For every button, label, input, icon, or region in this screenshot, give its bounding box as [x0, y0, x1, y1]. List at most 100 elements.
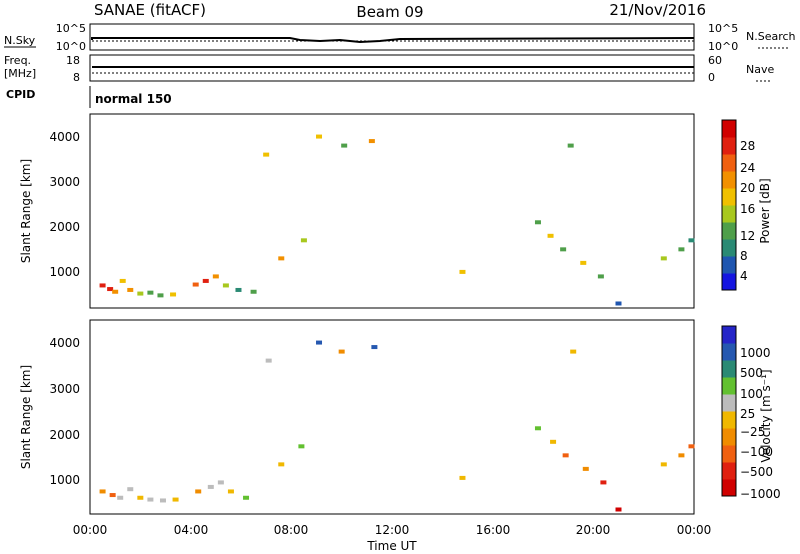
velocity-point-24 — [582, 466, 589, 471]
velocity-colorbar-segment-4 — [722, 411, 736, 429]
xtick-1200: 12:00 — [375, 523, 410, 537]
power-colorbar-segment-2 — [722, 239, 736, 257]
velocity-point-29 — [688, 444, 695, 449]
velocity-point-3 — [127, 487, 134, 492]
power-cb-tick-8: 8 — [740, 249, 748, 263]
power-ytick-1000: 1000 — [49, 265, 80, 279]
velocity-point-20 — [534, 426, 541, 431]
nave-label: Nave — [746, 63, 774, 76]
power-ylabel: Slant Range [km] — [19, 159, 33, 263]
velocity-colorbar-frame — [721, 325, 737, 497]
power-point-8 — [170, 292, 177, 297]
velocity-point-28 — [678, 453, 685, 458]
cpid-label: CPID — [6, 88, 35, 101]
velocity-colorbar-segment-8 — [722, 343, 736, 361]
time-axis: 00:00 04:00 08:00 12:00 16:00 20:00 00:0… — [73, 523, 712, 553]
velocity-colorbar-segment-6 — [722, 377, 736, 395]
power-point-10 — [202, 278, 209, 283]
velocity-point-13 — [265, 358, 272, 363]
power-yticks: 1000 2000 3000 4000 — [49, 130, 80, 279]
power-point-17 — [300, 238, 307, 243]
nsky-tick-low: 10^0 — [56, 40, 86, 53]
power-colorbar-ticks: 4 8 12 16 20 24 28 — [740, 139, 755, 283]
power-point-30 — [678, 247, 685, 252]
power-cb-tick-12: 12 — [740, 229, 755, 243]
velocity-ytick-4000: 4000 — [49, 336, 80, 350]
xtick-0400: 04:00 — [174, 523, 209, 537]
velocity-ylabel: Slant Range [km] — [19, 365, 33, 469]
velocity-ytick-1000: 1000 — [49, 473, 80, 487]
velocity-point-25 — [600, 480, 607, 485]
power-point-27 — [597, 274, 604, 279]
nsky-tick-high: 10^5 — [56, 22, 86, 35]
velocity-point-15 — [298, 444, 305, 449]
power-colorbar-segment-5 — [722, 188, 736, 206]
velocity-point-2 — [117, 495, 124, 500]
power-ytick-3000: 3000 — [49, 175, 80, 189]
power-point-19 — [341, 143, 348, 148]
power-point-18 — [316, 134, 323, 139]
power-point-6 — [147, 290, 154, 295]
power-colorbar-segment-7 — [722, 154, 736, 172]
power-point-14 — [250, 289, 257, 294]
power-point-2 — [112, 289, 119, 294]
power-colorbar — [721, 119, 737, 291]
power-panel: Slant Range [km] 1000 2000 3000 4000 Pow… — [19, 113, 772, 309]
power-point-9 — [192, 282, 199, 287]
velocity-point-14 — [278, 462, 285, 467]
power-cb-tick-20: 20 — [740, 181, 755, 195]
power-point-24 — [560, 247, 567, 252]
velocity-point-17 — [338, 349, 345, 354]
power-point-1 — [107, 287, 114, 292]
freq-tick-high: 18 — [66, 54, 80, 67]
velocity-point-8 — [195, 489, 202, 494]
velocity-colorbar-segment-7 — [722, 360, 736, 378]
power-cb-tick-24: 24 — [740, 161, 755, 175]
velocity-ytick-3000: 3000 — [49, 382, 80, 396]
velocity-panel-frame — [89, 319, 695, 515]
velocity-cb-tick-neg500: −500 — [740, 465, 773, 479]
velocity-point-9 — [207, 484, 214, 489]
velocity-point-6 — [159, 498, 166, 503]
power-point-4 — [127, 287, 134, 292]
velocity-point-19 — [459, 475, 466, 480]
power-ytick-2000: 2000 — [49, 220, 80, 234]
power-colorbar-segment-0 — [722, 273, 736, 291]
power-point-3 — [119, 278, 126, 283]
power-point-26 — [580, 260, 587, 265]
velocity-point-11 — [227, 489, 234, 494]
velocity-colorbar-segment-2 — [722, 445, 736, 463]
xtick-0000: 00:00 — [73, 523, 108, 537]
freq-label: Freq. — [4, 54, 31, 67]
power-point-15 — [263, 152, 270, 157]
velocity-scatter — [99, 340, 695, 512]
velocity-point-22 — [562, 453, 569, 458]
power-colorbar-frame — [721, 119, 737, 291]
power-colorbar-segment-6 — [722, 171, 736, 189]
cpid-value: normal 150 — [95, 92, 172, 106]
power-point-16 — [278, 256, 285, 261]
power-point-5 — [137, 291, 144, 296]
power-colorbar-segment-4 — [722, 205, 736, 223]
velocity-point-5 — [147, 497, 154, 502]
velocity-cb-tick-25: 25 — [740, 407, 755, 421]
xtick-0800: 08:00 — [274, 523, 309, 537]
power-point-29 — [660, 256, 667, 261]
power-cb-tick-16: 16 — [740, 202, 755, 216]
xtick-2400: 00:00 — [677, 523, 712, 537]
velocity-cb-tick-500: 500 — [740, 366, 763, 380]
velocity-cb-tick-neg1000: −1000 — [740, 487, 781, 501]
nsky-label: N.Sky — [4, 34, 36, 47]
nsearch-tick-high: 10^5 — [708, 22, 738, 35]
velocity-panel: Slant Range [km] 1000 2000 3000 4000 Vel… — [19, 319, 781, 515]
nsearch-label: N.Search — [746, 30, 796, 43]
xtick-2000: 20:00 — [576, 523, 611, 537]
station-title: SANAE (fitACF) — [94, 1, 206, 19]
xlabel: Time UT — [366, 539, 417, 553]
velocity-colorbar-segment-0 — [722, 479, 736, 497]
power-colorbar-segment-9 — [722, 120, 736, 138]
nave-tick-low: 0 — [708, 71, 715, 84]
power-ytick-4000: 4000 — [49, 130, 80, 144]
power-point-25 — [567, 143, 574, 148]
